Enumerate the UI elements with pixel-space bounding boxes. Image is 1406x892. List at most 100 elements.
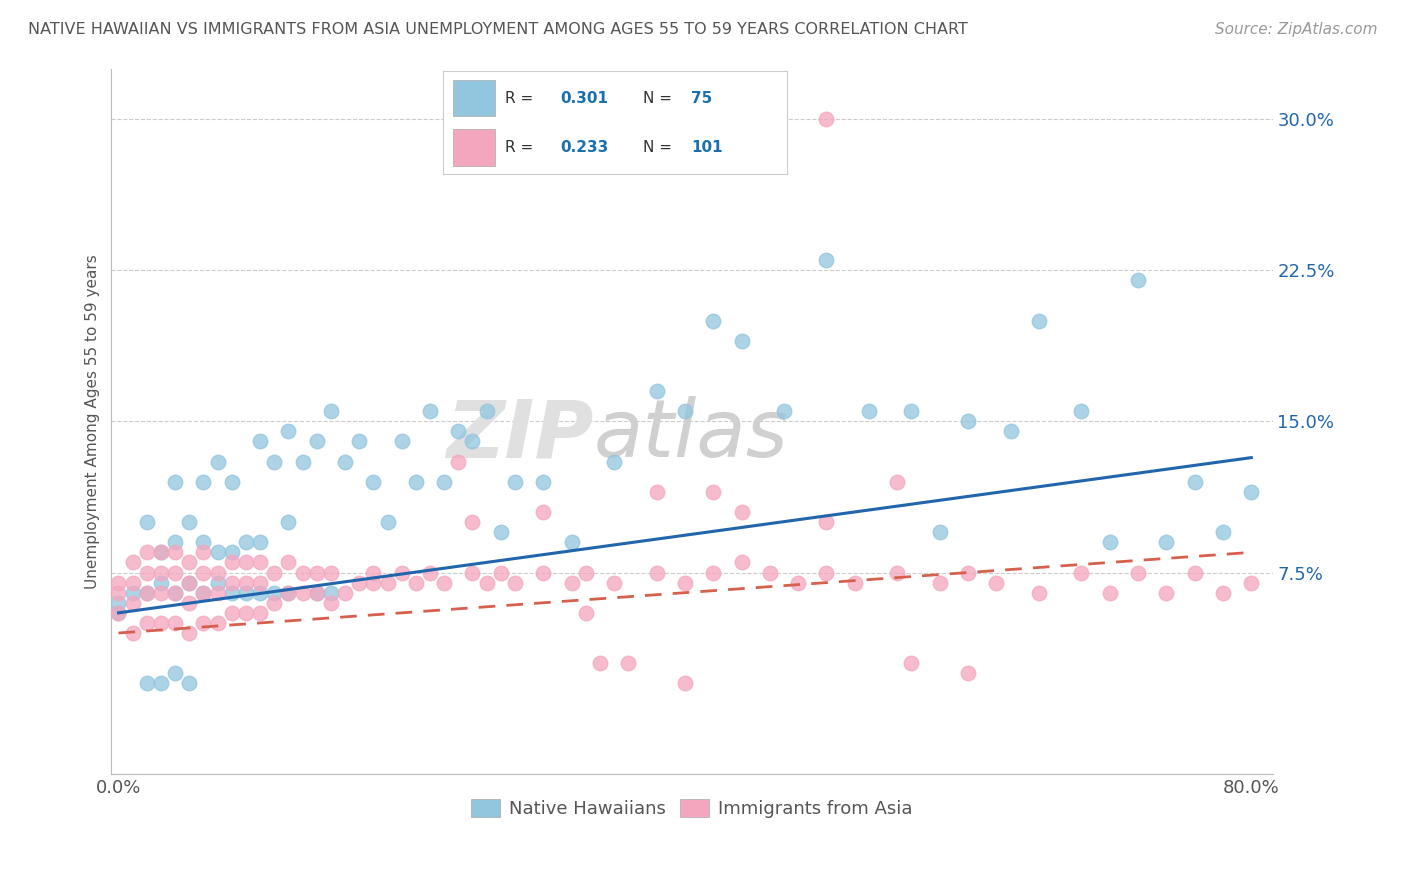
Point: [419, 566, 441, 580]
Point: [291, 566, 314, 580]
Text: 0.301: 0.301: [560, 90, 607, 105]
Text: 75: 75: [690, 90, 713, 105]
Point: [305, 585, 328, 599]
Point: [844, 575, 866, 590]
Point: [1028, 313, 1050, 327]
Point: [107, 596, 129, 610]
Point: [135, 566, 157, 580]
Point: [957, 566, 980, 580]
Point: [433, 475, 456, 489]
Point: [730, 505, 752, 519]
Point: [277, 425, 299, 439]
Point: [928, 575, 950, 590]
Point: [121, 556, 143, 570]
Point: [263, 566, 285, 580]
Point: [165, 585, 187, 599]
Point: [179, 575, 201, 590]
Point: [1098, 535, 1121, 549]
Point: [986, 575, 1008, 590]
Point: [249, 535, 271, 549]
Point: [291, 585, 314, 599]
Point: [461, 566, 484, 580]
Point: [207, 455, 229, 469]
Point: [107, 575, 129, 590]
Point: [263, 585, 285, 599]
Point: [815, 515, 838, 529]
Point: [249, 434, 271, 449]
Point: [221, 545, 243, 559]
Point: [886, 566, 908, 580]
Text: N =: N =: [643, 90, 676, 105]
Point: [107, 606, 129, 620]
Point: [149, 545, 172, 559]
Point: [135, 585, 157, 599]
Point: [815, 253, 838, 268]
Point: [149, 575, 172, 590]
Point: [193, 585, 215, 599]
Point: [249, 556, 271, 570]
Point: [235, 606, 257, 620]
Point: [193, 535, 215, 549]
Point: [347, 575, 370, 590]
Point: [333, 455, 356, 469]
Point: [419, 404, 441, 418]
Point: [149, 545, 172, 559]
Point: [391, 566, 413, 580]
Point: [207, 615, 229, 630]
Point: [121, 626, 143, 640]
Point: [221, 475, 243, 489]
Point: [121, 585, 143, 599]
Text: 101: 101: [690, 140, 723, 155]
Point: [277, 556, 299, 570]
Text: NATIVE HAWAIIAN VS IMMIGRANTS FROM ASIA UNEMPLOYMENT AMONG AGES 55 TO 59 YEARS C: NATIVE HAWAIIAN VS IMMIGRANTS FROM ASIA …: [28, 22, 967, 37]
Point: [475, 404, 498, 418]
Point: [489, 566, 512, 580]
Y-axis label: Unemployment Among Ages 55 to 59 years: Unemployment Among Ages 55 to 59 years: [86, 254, 100, 589]
Point: [179, 626, 201, 640]
Point: [561, 535, 583, 549]
Point: [1240, 575, 1263, 590]
Point: [858, 404, 880, 418]
Point: [263, 455, 285, 469]
Text: atlas: atlas: [593, 396, 787, 475]
Point: [1156, 585, 1178, 599]
Point: [461, 434, 484, 449]
Point: [319, 596, 342, 610]
Point: [447, 425, 470, 439]
Point: [531, 505, 554, 519]
Point: [135, 676, 157, 690]
Point: [589, 657, 612, 671]
Point: [475, 575, 498, 590]
Point: [207, 575, 229, 590]
Point: [235, 585, 257, 599]
Point: [249, 606, 271, 620]
Point: [673, 676, 696, 690]
Point: [149, 615, 172, 630]
Point: [179, 676, 201, 690]
Point: [702, 484, 724, 499]
Point: [235, 535, 257, 549]
Point: [165, 475, 187, 489]
Point: [149, 585, 172, 599]
Point: [135, 585, 157, 599]
Point: [319, 404, 342, 418]
Point: [503, 475, 526, 489]
FancyBboxPatch shape: [453, 79, 495, 117]
Point: [531, 566, 554, 580]
Point: [405, 475, 427, 489]
Point: [179, 556, 201, 570]
Point: [645, 484, 668, 499]
Point: [461, 515, 484, 529]
Point: [165, 666, 187, 681]
Point: [673, 404, 696, 418]
Point: [1184, 566, 1206, 580]
Point: [179, 575, 201, 590]
Point: [179, 596, 201, 610]
Point: [207, 585, 229, 599]
Point: [433, 575, 456, 590]
Point: [759, 566, 782, 580]
Point: [363, 566, 385, 580]
Legend: Native Hawaiians, Immigrants from Asia: Native Hawaiians, Immigrants from Asia: [464, 791, 920, 825]
Point: [305, 434, 328, 449]
Point: [1070, 566, 1092, 580]
